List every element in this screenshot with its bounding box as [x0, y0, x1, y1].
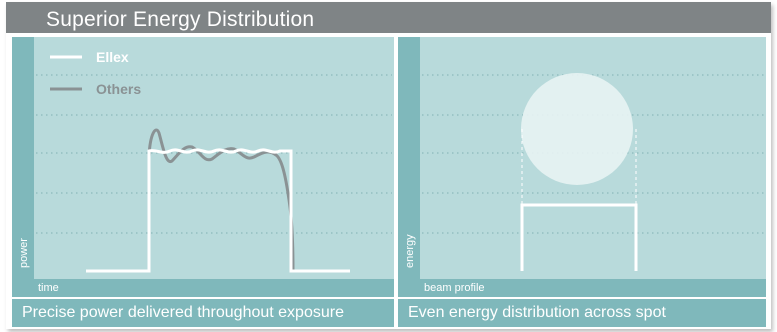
x-axis-label: time [38, 282, 59, 294]
figure-title: Superior Energy Distribution [46, 8, 315, 31]
y-axis-strip [12, 37, 34, 297]
ellex-series-line [86, 148, 350, 273]
top-hat-profile [520, 203, 638, 271]
energy-profile-plot [422, 73, 764, 271]
x-axis-strip [12, 279, 394, 297]
x-axis-label: beam profile [424, 282, 485, 294]
legend-ellex-label: Ellex [96, 49, 129, 65]
title-bar: Superior Energy Distribution [6, 2, 771, 33]
right-caption-bar: Even energy distribution across spot [398, 299, 766, 327]
legend-others-label: Others [96, 81, 141, 97]
left-caption: Precise power delivered throughout expos… [22, 304, 344, 321]
energy-profile-panel: energy beam profile [398, 37, 766, 297]
y-axis-strip [398, 37, 420, 297]
power-time-panel: Ellex Others power time [12, 37, 394, 297]
left-caption-bar: Precise power delivered throughout expos… [12, 299, 394, 327]
power-time-plot: Ellex Others [36, 49, 392, 273]
grid-lines [36, 74, 392, 234]
beam-spot-circle [521, 73, 633, 185]
y-axis-label: energy [404, 234, 416, 268]
y-axis-label: power [18, 238, 30, 268]
x-axis-strip [398, 279, 766, 297]
right-caption: Even energy distribution across spot [408, 304, 666, 321]
